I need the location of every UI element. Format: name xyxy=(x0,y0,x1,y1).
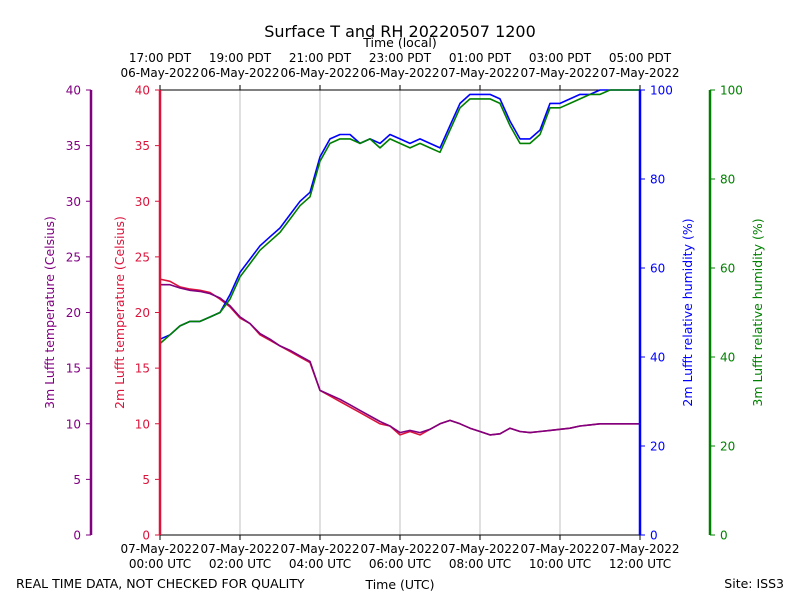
top-tick-time-label: 19:00 PDT xyxy=(209,51,272,65)
axis-3m-humidity-tick-label: 20 xyxy=(720,440,735,454)
axis-3m-temperature-tick-label: 30 xyxy=(66,195,81,209)
series-line-2m-relative-humidity xyxy=(159,89,641,341)
axis-3m-temperature-tick-label: 0 xyxy=(73,529,81,543)
axis-3m-humidity-tick-label: 80 xyxy=(720,173,735,187)
axis-2m-temperature-label: 2m Lufft temperature (Celsius) xyxy=(112,216,127,409)
axis-2m-humidity-tick-label: 60 xyxy=(650,262,665,276)
axis-3m-humidity-tick-label: 40 xyxy=(720,351,735,365)
axis-2m-temperature-tick-label: 15 xyxy=(135,362,150,376)
top-tick-date-label: 07-May-2022 xyxy=(520,66,599,80)
axis-2m-temperature-tick-label: 35 xyxy=(135,139,150,153)
axis-3m-humidity-label: 3m Lufft relative humidity (%) xyxy=(750,218,765,406)
axis-3m-temperature-tick-label: 10 xyxy=(66,417,81,431)
x-tick-time-label: 12:00 UTC xyxy=(609,557,671,571)
top-tick-date-label: 06-May-2022 xyxy=(280,66,359,80)
axis-2m-humidity-tick-label: 80 xyxy=(650,173,665,187)
series-layer xyxy=(159,89,641,436)
vertical-gridlines xyxy=(239,90,561,535)
x-tick-date-label: 07-May-2022 xyxy=(440,542,519,556)
x-tick-date-label: 07-May-2022 xyxy=(120,542,199,556)
site-label: Site: ISS3 xyxy=(724,576,784,591)
axis-2m-temperature-tick-label: 30 xyxy=(135,195,150,209)
x-tick-time-label: 00:00 UTC xyxy=(129,557,191,571)
x-tick-time-label: 06:00 UTC xyxy=(369,557,431,571)
series-line-3m-relative-humidity xyxy=(159,89,641,345)
axis-3m-humidity-tick-label: 100 xyxy=(720,84,743,98)
top-tick-date-label: 06-May-2022 xyxy=(360,66,439,80)
x-tick-time-label: 08:00 UTC xyxy=(449,557,511,571)
x-axis-label: Time (UTC) xyxy=(364,577,434,592)
x-tick-time-label: 10:00 UTC xyxy=(529,557,591,571)
top-tick-date-label: 06-May-2022 xyxy=(200,66,279,80)
axis-2m-humidity-tick-label: 40 xyxy=(650,351,665,365)
x-tick-date-label: 07-May-2022 xyxy=(520,542,599,556)
axis-3m-humidity-tick-label: 0 xyxy=(720,529,728,543)
top-tick-time-label: 23:00 PDT xyxy=(369,51,432,65)
axis-2m-humidity-tick-label: 100 xyxy=(650,84,673,98)
axis-3m-temperature-tick-label: 25 xyxy=(66,250,81,264)
axis-3m-temperature-tick-label: 20 xyxy=(66,306,81,320)
axis-2m-temperature-tick-label: 10 xyxy=(135,417,150,431)
axis-2m-temperature-tick-label: 25 xyxy=(135,250,150,264)
axis-3m-temperature-tick-label: 15 xyxy=(66,362,81,376)
axis-2m-temperature-tick-label: 0 xyxy=(142,529,150,543)
axis-2m-temperature-tick-label: 40 xyxy=(135,84,150,98)
axis-3m-temperature-label: 3m Lufft temperature (Celsius) xyxy=(42,216,57,409)
top-tick-time-label: 17:00 PDT xyxy=(129,51,192,65)
top-tick-time-label: 05:00 PDT xyxy=(609,51,672,65)
axis-2m-temperature-tick-label: 20 xyxy=(135,306,150,320)
axis-2m-temperature-tick-label: 5 xyxy=(142,473,150,487)
axis-3m-temperature-tick-label: 35 xyxy=(66,139,81,153)
series-line-3m-temperature xyxy=(159,283,641,436)
x-tick-date-label: 07-May-2022 xyxy=(280,542,359,556)
top-tick-date-label: 07-May-2022 xyxy=(600,66,679,80)
axis-2m-humidity-label: 2m Lufft relative humidity (%) xyxy=(680,218,695,406)
axis-3m-temperature-tick-label: 5 xyxy=(73,473,81,487)
top-tick-time-label: 21:00 PDT xyxy=(289,51,352,65)
axis-3m-temperature-tick-label: 40 xyxy=(66,84,81,98)
top-tick-date-label: 06-May-2022 xyxy=(120,66,199,80)
x-tick-date-label: 07-May-2022 xyxy=(360,542,439,556)
x-tick-date-label: 07-May-2022 xyxy=(600,542,679,556)
chart-title: Surface T and RH 20220507 1200 xyxy=(264,22,536,41)
axis-2m-humidity-tick-label: 0 xyxy=(650,529,658,543)
top-tick-time-label: 01:00 PDT xyxy=(449,51,512,65)
x-tick-time-label: 02:00 UTC xyxy=(209,557,271,571)
top-axis-title: Time (local) xyxy=(362,35,436,50)
axis-3m-humidity-tick-label: 60 xyxy=(720,262,735,276)
axis-2m-humidity-tick-label: 20 xyxy=(650,440,665,454)
top-tick-date-label: 07-May-2022 xyxy=(440,66,519,80)
quality-disclaimer: REAL TIME DATA, NOT CHECKED FOR QUALITY xyxy=(16,576,305,591)
top-tick-time-label: 03:00 PDT xyxy=(529,51,592,65)
x-tick-time-label: 04:00 UTC xyxy=(289,557,351,571)
x-tick-date-label: 07-May-2022 xyxy=(200,542,279,556)
